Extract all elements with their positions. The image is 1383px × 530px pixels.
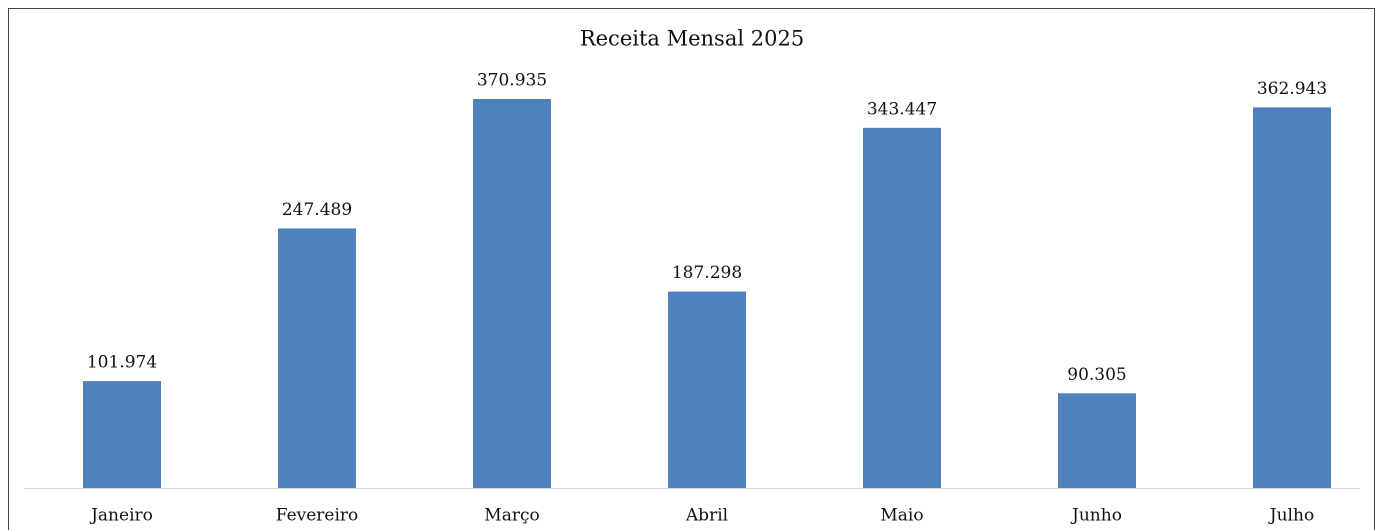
bar bbox=[83, 381, 161, 488]
x-tick-label: Julho bbox=[1268, 506, 1314, 526]
x-tick-label: Junho bbox=[1070, 506, 1122, 526]
x-tick-label: Abril bbox=[685, 506, 728, 526]
bar bbox=[863, 127, 941, 489]
x-tick-label: Março bbox=[484, 506, 539, 526]
x-tick-label: Maio bbox=[880, 506, 923, 526]
data-label: 362.943 bbox=[1257, 79, 1327, 99]
x-tick-label: Janeiro bbox=[89, 506, 153, 526]
bar bbox=[278, 228, 356, 488]
data-label: 343.447 bbox=[867, 99, 937, 119]
data-label: 247.489 bbox=[282, 200, 352, 220]
data-label: 370.935 bbox=[477, 71, 547, 91]
data-label: 187.298 bbox=[672, 263, 742, 283]
data-label: 90.305 bbox=[1067, 365, 1126, 385]
data-label: 101.974 bbox=[87, 353, 157, 373]
bar bbox=[1058, 393, 1136, 488]
bar bbox=[1253, 107, 1331, 488]
bar bbox=[473, 99, 551, 488]
bar bbox=[668, 291, 746, 488]
chart-title: Receita Mensal 2025 bbox=[580, 27, 804, 51]
x-tick-label: Fevereiro bbox=[276, 506, 359, 526]
